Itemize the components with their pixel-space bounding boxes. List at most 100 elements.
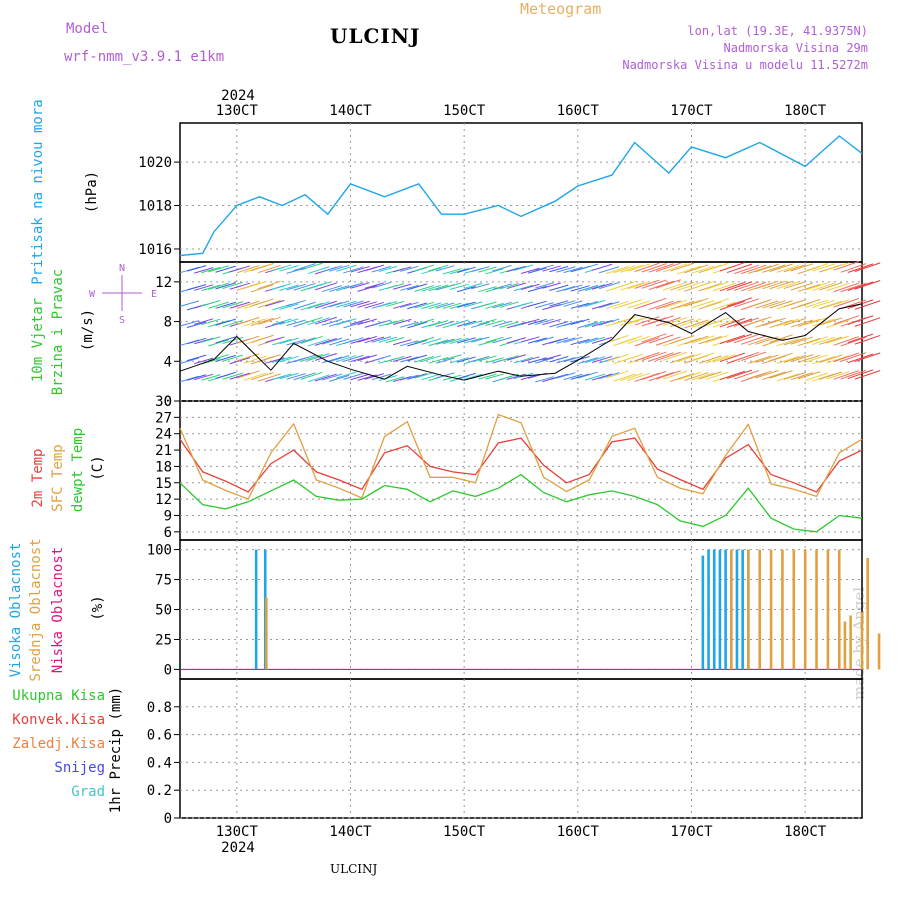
wind-barb [848, 316, 873, 325]
wind-barb [372, 320, 391, 326]
wind-barb [265, 322, 284, 328]
y-tick-label: 18 [155, 459, 172, 475]
wind-barb [706, 356, 729, 363]
precip-legend-item: Grad [71, 784, 105, 800]
date-tick-top: 130CT [216, 103, 259, 119]
cloud-bar [861, 612, 864, 670]
wind-barb [187, 355, 206, 361]
y-tick-label: 12 [155, 275, 172, 291]
wind-barb [251, 285, 273, 292]
wind-barb [848, 334, 873, 343]
cloud-bar [736, 550, 739, 670]
wind-barb [436, 339, 455, 344]
y-tick-label: 0.6 [147, 728, 172, 744]
y-tick-label: 6 [164, 525, 172, 541]
cloud-panel: 0255075100 [147, 540, 881, 679]
cloud-bar [815, 550, 818, 670]
pressure-line [180, 136, 862, 256]
wind-barb [265, 337, 284, 343]
wind-barb [507, 266, 526, 272]
wind-barb [549, 266, 568, 271]
precip-legend: Ukupna KisaKonvek.KisaZaledj.KisaSnijegG… [12, 688, 105, 800]
precip-legend-item: Snijeg [54, 760, 105, 776]
wind-barb [812, 319, 835, 326]
wind-barb [237, 371, 260, 378]
cloud-bar [781, 550, 784, 670]
date-tick-top: 180CT [784, 103, 827, 119]
wind-unit: (m/s) [80, 309, 96, 351]
wind-barb [642, 280, 667, 288]
wind-barb [287, 320, 306, 326]
pressure-ylabel: Pritisak na nivou mora [30, 99, 46, 284]
wind-barb [812, 356, 835, 363]
y-tick-label: 9 [164, 508, 172, 524]
wind-barb [436, 321, 455, 326]
wind-barb [834, 316, 859, 325]
wind-barb [826, 336, 849, 343]
cloud-bar [265, 598, 268, 670]
compass-letter: E [151, 289, 157, 300]
precip-panel: 00.20.40.60.8 [147, 679, 862, 827]
y-tick-label: 1016 [138, 242, 172, 258]
wind-barb [265, 300, 284, 306]
wind-barb [301, 263, 323, 270]
y-tick-label: 0 [164, 662, 172, 678]
wind-barb [315, 283, 337, 290]
wind-barb [351, 266, 370, 272]
date-tick-bottom: 170CT [670, 824, 713, 840]
y-tick-label: 27 [155, 410, 172, 426]
cloud-bar [758, 550, 761, 670]
wind-barb [755, 371, 778, 379]
wind-barb [578, 322, 598, 328]
y-tick-label: 75 [155, 573, 172, 589]
wind-barb [663, 352, 687, 360]
y-tick-label: 21 [155, 443, 172, 459]
wind-barb [798, 284, 820, 291]
wind-barb [571, 319, 590, 324]
year-label-bottom: 2024 [221, 840, 255, 856]
wind-barb [599, 373, 619, 379]
wind-barb [834, 371, 859, 380]
wind-barb [471, 284, 489, 289]
precip-legend-item: Ukupna Kisa [12, 688, 105, 704]
wind-barb [272, 265, 291, 271]
wind-barb [656, 301, 681, 309]
wind-barb [294, 264, 316, 271]
temp-ylabel-3: dewpt Temp [70, 428, 86, 512]
wind-barb [620, 318, 642, 325]
temperature-panel: 6912151821242730 [155, 394, 862, 541]
wind-barb [649, 335, 674, 343]
wind-barb [798, 372, 820, 379]
precip-legend-item: Konvek.Kisa [12, 712, 105, 728]
wind-barb [500, 322, 519, 328]
y-tick-label: 0.4 [147, 755, 172, 771]
date-tick-bottom: 140CT [329, 824, 372, 840]
wind-barb [343, 322, 363, 328]
cloud-bar [747, 550, 750, 670]
y-tick-label: 15 [155, 476, 172, 492]
wind-barb [720, 263, 745, 271]
temp-unit: (C) [90, 455, 106, 480]
wind-panel: 04812 [155, 262, 880, 410]
top-date-ticks: 130CT 140CT 150CT 160CT 170CT 180CT [216, 103, 827, 119]
wind-barb [677, 300, 701, 308]
wind-barb [365, 265, 384, 271]
wind-barb [414, 337, 434, 343]
date-tick-top: 170CT [670, 103, 713, 119]
cloud-ylabel-2: Srednja Oblacnost [28, 538, 44, 681]
cloud-bar [702, 556, 705, 670]
wind-barb [315, 339, 337, 346]
wind-barb [642, 371, 667, 379]
wind-barb [358, 302, 377, 308]
panel-ylabels: Pritisak na nivou mora (hPa) 10m Vjetar Brz… [8, 99, 124, 813]
wind-barb [578, 338, 598, 344]
y-tick-label: 50 [155, 603, 172, 619]
wind-barb [308, 282, 330, 289]
wind-barb [251, 372, 273, 379]
y-tick-label: 12 [155, 492, 172, 508]
wind-barb [613, 317, 635, 324]
wind-barb [628, 317, 650, 324]
wind-compass-icon: W ENS [89, 263, 157, 326]
cloud-bar [770, 550, 773, 670]
precip-ylabel: 1hr Precip (mm) [108, 687, 124, 813]
